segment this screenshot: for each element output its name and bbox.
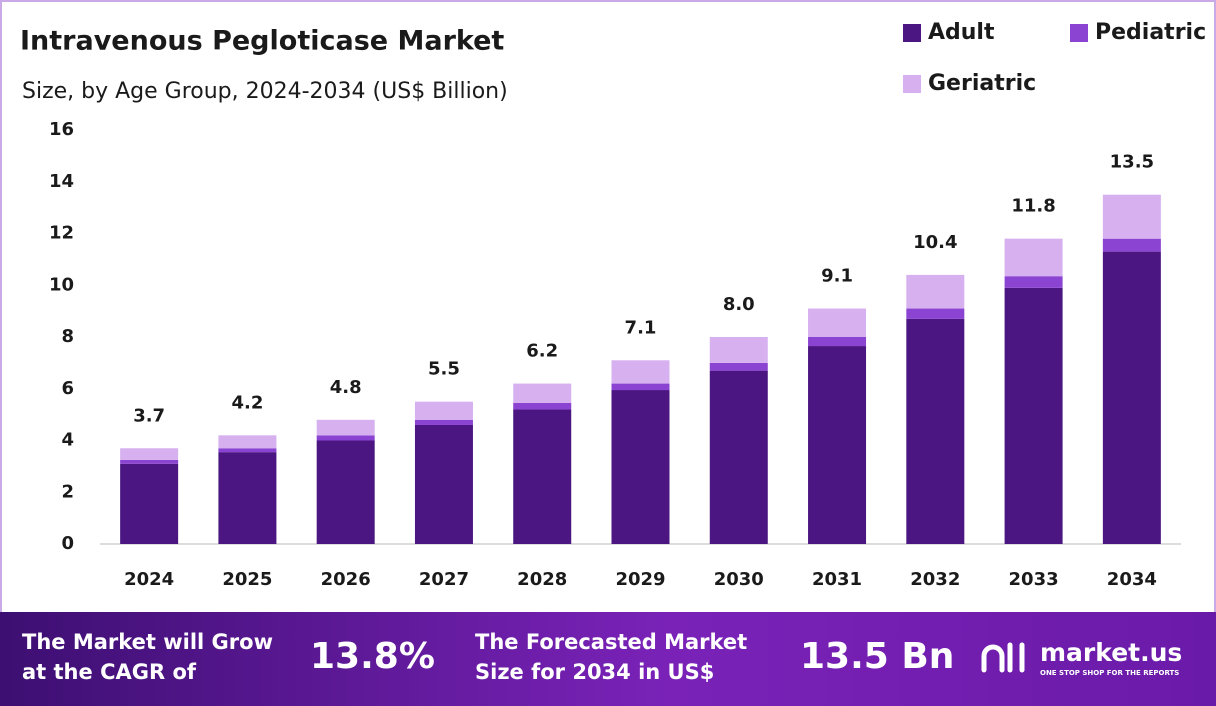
legend-label: Pediatric [1095, 20, 1206, 45]
brand: market.us [1040, 638, 1182, 667]
bar-segment [611, 383, 670, 391]
forecast-text: The Forecasted Market [475, 630, 747, 654]
total-label: 8.0 [723, 294, 755, 315]
y-tick-label: 6 [61, 378, 74, 399]
total-label: 9.1 [821, 266, 853, 287]
bar-segment [414, 401, 473, 420]
forecast-value: 13.5 Bn [800, 636, 954, 677]
total-label: 11.8 [1011, 196, 1055, 217]
bar-segment [1102, 238, 1161, 252]
bar-segment [906, 274, 965, 309]
bar-segment [1004, 238, 1063, 277]
y-tick-label: 10 [49, 274, 74, 295]
tagline: ONE STOP SHOP FOR THE REPORTS [1040, 669, 1179, 677]
bar-segment [906, 308, 965, 319]
y-tick-label: 16 [49, 119, 74, 140]
legend-swatch [903, 24, 921, 42]
x-tick-label: 2026 [321, 569, 371, 590]
x-tick-label: 2032 [910, 569, 960, 590]
total-label: 10.4 [913, 232, 957, 253]
footer-band [0, 612, 1216, 706]
legend-swatch [1070, 24, 1088, 42]
bar-segment [513, 383, 572, 403]
bar-segment [120, 463, 179, 544]
forecast-text: Size for 2034 in US$ [475, 660, 714, 684]
y-tick-label: 4 [61, 430, 74, 451]
total-label: 5.5 [428, 359, 460, 380]
bar-segment [709, 370, 768, 544]
bar-segment [709, 337, 768, 363]
x-tick-label: 2033 [1009, 569, 1059, 590]
bar-segment [611, 390, 670, 544]
legend-label: Adult [928, 20, 995, 45]
bar-segment [611, 360, 670, 384]
x-tick-label: 2034 [1107, 569, 1157, 590]
bar-segment [316, 440, 375, 544]
x-tick-label: 2027 [419, 569, 469, 590]
y-tick-label: 0 [61, 533, 74, 554]
bar-segment [1004, 276, 1063, 288]
bar-segment [218, 448, 277, 453]
bar-segment [414, 424, 473, 544]
bar-segment [513, 402, 572, 410]
bar-segment [808, 308, 867, 337]
x-tick-label: 2025 [222, 569, 272, 590]
legend-label: Geriatric [928, 71, 1036, 96]
chart-title: Intravenous Pegloticase Market [20, 26, 504, 57]
total-label: 4.2 [231, 392, 263, 413]
bar-segment [709, 362, 768, 371]
bar-segment [513, 409, 572, 544]
total-label: 4.8 [330, 377, 362, 398]
bar-segment [1004, 287, 1063, 544]
bar-segment [120, 448, 179, 460]
bar-segment [808, 346, 867, 544]
total-label: 13.5 [1110, 152, 1154, 173]
bar-segment [1102, 251, 1161, 545]
bar-segment [120, 459, 179, 464]
y-tick-label: 2 [61, 481, 74, 502]
y-tick-label: 8 [61, 326, 74, 347]
total-label: 3.7 [133, 405, 165, 426]
bar-segment [1102, 194, 1161, 239]
cagr-text: The Market will Grow [22, 630, 273, 654]
total-label: 6.2 [526, 341, 558, 362]
x-tick-label: 2028 [517, 569, 567, 590]
cagr-value: 13.8% [310, 636, 435, 677]
chart-subtitle: Size, by Age Group, 2024-2034 (US$ Billi… [22, 79, 508, 104]
bar-segment [218, 435, 277, 449]
x-tick-label: 2030 [714, 569, 764, 590]
bar-segment [218, 452, 277, 544]
x-tick-label: 2031 [812, 569, 862, 590]
bar-segment [906, 318, 965, 544]
y-tick-label: 12 [49, 223, 74, 244]
total-label: 7.1 [625, 317, 657, 338]
bar-segment [808, 337, 867, 347]
x-tick-label: 2024 [124, 569, 174, 590]
legend: Adult Pediatric Geriatric [903, 20, 1206, 96]
bar-segment [316, 435, 375, 441]
x-tick-label: 2029 [615, 569, 665, 590]
y-tick-label: 14 [49, 171, 74, 192]
cagr-text: at the CAGR of [22, 660, 197, 684]
logo-icon [981, 642, 1025, 673]
bar-segment [414, 419, 473, 425]
legend-swatch [903, 75, 921, 93]
bar-segment [316, 419, 375, 436]
